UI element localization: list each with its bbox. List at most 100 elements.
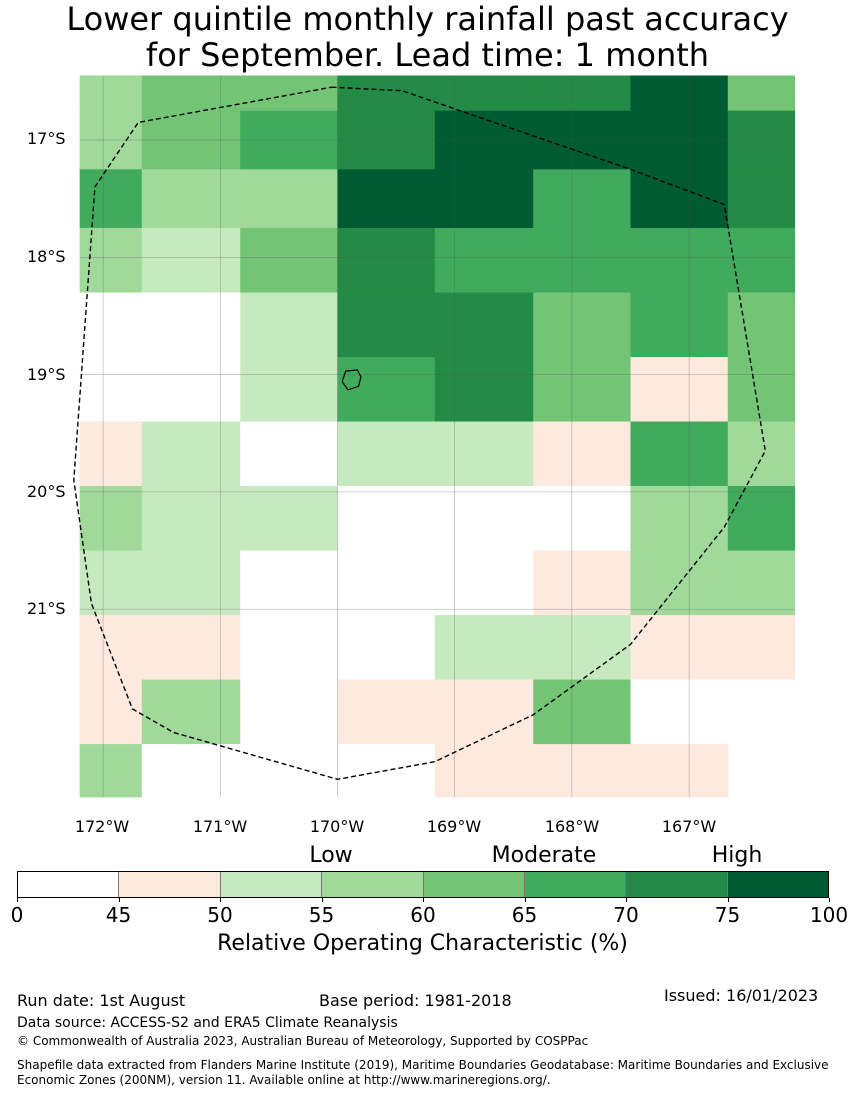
grid-cell [141, 550, 241, 616]
chart-title-line-1: Lower quintile monthly rainfall past acc… [66, 0, 789, 38]
colorbar [17, 871, 829, 898]
grid-cell [141, 75, 241, 112]
grid-cell [727, 357, 796, 423]
colorbar-segment [423, 872, 525, 897]
colorbar-tick-label: 55 [308, 903, 335, 927]
data-source: Data source: ACCESS-S2 and ERA5 Climate … [17, 1015, 398, 1031]
grid-cell [630, 615, 729, 681]
copyright: © Commonwealth of Australia 2023, Austra… [17, 1034, 589, 1048]
grid-cell [240, 292, 338, 358]
grid-cell [434, 744, 534, 798]
colorbar-tick-mark [220, 898, 221, 902]
grid-cell [434, 486, 534, 552]
grid-cell [141, 679, 241, 745]
grid-cell [727, 615, 796, 681]
grid-cell [240, 550, 338, 616]
grid-cell [240, 169, 338, 229]
grid-cell [240, 357, 338, 423]
colorbar-tick-mark [524, 898, 526, 902]
grid-cell [240, 421, 338, 487]
category-high: High [711, 843, 763, 868]
grid-cell [630, 75, 729, 112]
grid-cell [434, 615, 534, 681]
grid-cell [533, 227, 631, 293]
grid-cell [240, 75, 338, 112]
colorbar-tick-label: 0 [10, 903, 24, 927]
colorbar-segment [626, 872, 728, 897]
issued-date: Issued: 16/01/2023 [664, 986, 819, 1005]
colorbar-tick-mark [626, 898, 627, 902]
colorbar-tick-mark [17, 898, 18, 902]
colorbar-tick-mark [423, 898, 424, 902]
niue-island-outline [341, 369, 362, 391]
run-date: Run date: 1st August [17, 991, 186, 1010]
colorbar-tick-mark [118, 898, 120, 902]
grid-cell [630, 679, 729, 745]
grid-cell [533, 486, 631, 552]
grid-cell [434, 550, 534, 616]
colorbar-tick-label: 70 [613, 903, 639, 927]
grid-cell [630, 357, 729, 423]
colorbar-tick-label: 65 [511, 903, 538, 927]
lat-label-17s: 17°S [27, 129, 66, 148]
grid-cell [79, 227, 143, 293]
lat-label-18s: 18°S [27, 247, 66, 266]
grid-cell [79, 486, 143, 552]
rainfall-accuracy-map [73, 75, 796, 798]
grid-cell [337, 357, 436, 423]
grid-cell [727, 75, 796, 112]
grid-cell [79, 550, 143, 616]
colorbar-segment [220, 872, 323, 897]
colorbar-label: Relative Operating Characteristic (%) [217, 931, 628, 956]
grid-cell [337, 292, 436, 358]
grid-cell [141, 227, 241, 293]
category-low: Low [309, 843, 353, 868]
grid-cell [434, 169, 534, 229]
grid-cell [79, 292, 143, 358]
grid-cell [141, 744, 241, 798]
grid-cell [727, 486, 796, 552]
lat-label-21s: 21°S [27, 599, 66, 618]
grid-cell [630, 744, 729, 798]
grid-cell [337, 169, 436, 229]
colorbar-segment [18, 872, 120, 897]
grid-cell [337, 550, 436, 616]
grid-cell [141, 486, 241, 552]
grid-cell [434, 292, 534, 358]
grid-cell [434, 421, 534, 487]
grid-cell [337, 486, 436, 552]
grid-cell [727, 169, 796, 229]
lon-label-171w: 171°W [192, 817, 248, 836]
grid-cell [79, 615, 143, 681]
grid-cell [141, 357, 241, 423]
grid-cell [630, 169, 729, 229]
grid-cell [337, 615, 436, 681]
grid-cell [630, 486, 729, 552]
colorbar-tick-label: 45 [105, 903, 132, 927]
lon-label-172w: 172°W [74, 817, 130, 836]
grid-cell [240, 679, 338, 745]
grid-cell [79, 421, 143, 487]
map-gridlines [79, 75, 795, 797]
grid-cell [240, 615, 338, 681]
grid-cell [79, 679, 143, 745]
colorbar-segment [322, 872, 424, 897]
colorbar-tick-mark [829, 898, 830, 902]
grid-cell [141, 615, 241, 681]
grid-cell [337, 421, 436, 487]
grid-cell [141, 292, 241, 358]
grid-cell [533, 615, 631, 681]
grid-cell [79, 75, 143, 112]
grid-cell [240, 227, 338, 293]
colorbar-segment [524, 872, 627, 897]
grid-cell [533, 679, 631, 745]
colorbar-segment [727, 872, 828, 897]
grid-cell [337, 75, 436, 112]
grid-cell [533, 169, 631, 229]
lat-label-19s: 19°S [27, 365, 66, 384]
grid-cell [434, 75, 534, 112]
grid-cell [79, 169, 143, 229]
grid-cell [240, 744, 338, 798]
grid-cell [79, 744, 143, 798]
grid-cell [727, 227, 796, 293]
